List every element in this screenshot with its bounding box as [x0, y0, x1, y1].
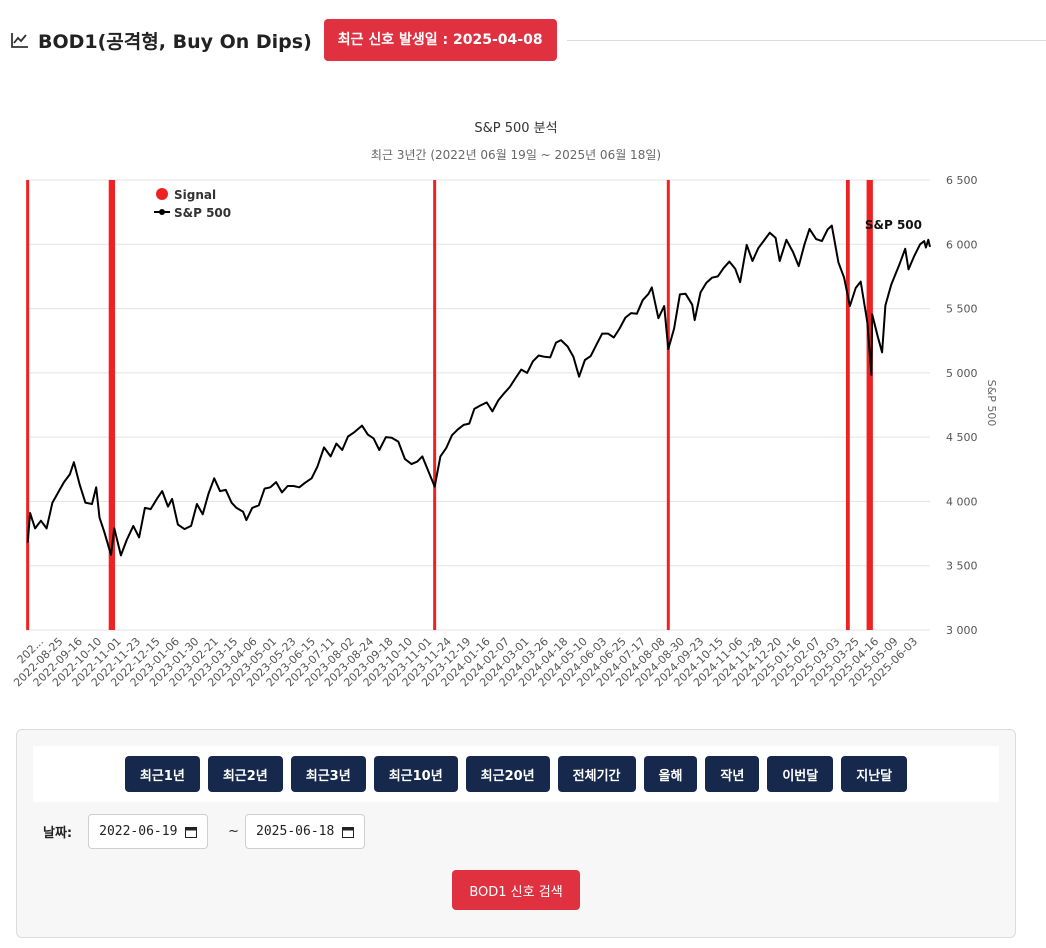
range-button-last-month[interactable]: 지난달: [841, 756, 908, 792]
y-tick-label: 4 000: [946, 495, 978, 508]
end-date-input[interactable]: 2025-06-18: [245, 814, 366, 849]
signal-bar: [666, 180, 670, 630]
series-end-label: S&P 500: [865, 218, 922, 232]
range-button-1y[interactable]: 최근1년: [124, 756, 200, 792]
signal-bar: [112, 180, 116, 630]
y-tick-label: 5 000: [946, 367, 978, 380]
signal-bar: [433, 180, 437, 630]
y-tick-label: 6 500: [946, 174, 978, 187]
control-panel: 최근1년 최근2년 최근3년 최근10년 최근20년 전체기간 올해 작년 이번…: [16, 729, 1016, 938]
sp500-series-line: [26, 224, 931, 557]
signal-bar: [846, 180, 850, 630]
page-title: BOD1(공격형, Buy On Dips): [38, 30, 312, 53]
page-header: BOD1(공격형, Buy On Dips) 최근 신호 발생일 : 2025-…: [10, 18, 1046, 62]
latest-signal-badge: 최근 신호 발생일 : 2025-04-08: [323, 19, 557, 61]
date-range-row: 날짜: 2022-06-19 ~ 2025-06-18: [43, 814, 366, 849]
y-tick-label: 6 000: [946, 238, 978, 251]
chart-grid: [26, 179, 930, 631]
range-button-this-year[interactable]: 올해: [643, 756, 698, 792]
bod1-search-button[interactable]: BOD1 신호 검색: [452, 870, 580, 910]
end-date-value: 2025-06-18: [256, 824, 335, 839]
range-button-10y[interactable]: 최근10년: [373, 756, 458, 792]
y-tick-label: 3 500: [946, 560, 978, 573]
range-button-last-year[interactable]: 작년: [705, 756, 760, 792]
legend-signal-marker: [156, 188, 168, 200]
signal-bands: [26, 180, 873, 630]
signal-bar: [26, 180, 30, 630]
line-chart-icon: [11, 33, 28, 48]
x-axis: 202...2022-08-252022-09-162022-10-102022…: [11, 635, 920, 689]
range-button-this-month[interactable]: 이번달: [767, 756, 834, 792]
y-axis-label: S&P 500: [985, 380, 998, 427]
legend-line-dot: [159, 209, 165, 215]
date-label: 날짜:: [43, 826, 73, 841]
range-button-bar: 최근1년 최근2년 최근3년 최근10년 최근20년 전체기간 올해 작년 이번…: [33, 746, 999, 802]
range-button-2y[interactable]: 최근2년: [207, 756, 283, 792]
legend-line-label: S&P 500: [174, 206, 231, 220]
chart-line-layer: [26, 224, 931, 557]
legend-signal-label: Signal: [174, 188, 216, 202]
calendar-icon[interactable]: [342, 826, 355, 838]
start-date-value: 2022-06-19: [99, 824, 178, 839]
range-button-all[interactable]: 전체기간: [557, 756, 636, 792]
signal-bar: [866, 180, 870, 630]
sp500-chart[interactable]: S&P 500 분석 최근 3년간 (2022년 06월 19일 ~ 2025년…: [0, 110, 1046, 710]
y-tick-label: 5 500: [946, 303, 978, 316]
start-date-input[interactable]: 2022-06-19: [88, 814, 209, 849]
calendar-icon[interactable]: [185, 826, 198, 838]
chart-title: S&P 500 분석: [474, 121, 557, 136]
signal-bar: [109, 180, 113, 630]
chart-legend: Signal S&P 500: [154, 188, 231, 220]
signal-bar: [869, 180, 873, 630]
y-tick-label: 4 500: [946, 431, 978, 444]
header-divider: [566, 39, 1046, 41]
chart-subtitle: 최근 3년간 (2022년 06월 19일 ~ 2025년 06월 18일): [371, 148, 661, 162]
y-axis: 3 000 3 500 4 000 4 500 5 000 5 500 6 000 6 500: [946, 174, 978, 637]
y-tick-label: 3 000: [946, 624, 978, 637]
date-separator: ~: [228, 824, 240, 839]
range-button-20y[interactable]: 최근20년: [465, 756, 550, 792]
range-button-3y[interactable]: 최근3년: [290, 756, 366, 792]
